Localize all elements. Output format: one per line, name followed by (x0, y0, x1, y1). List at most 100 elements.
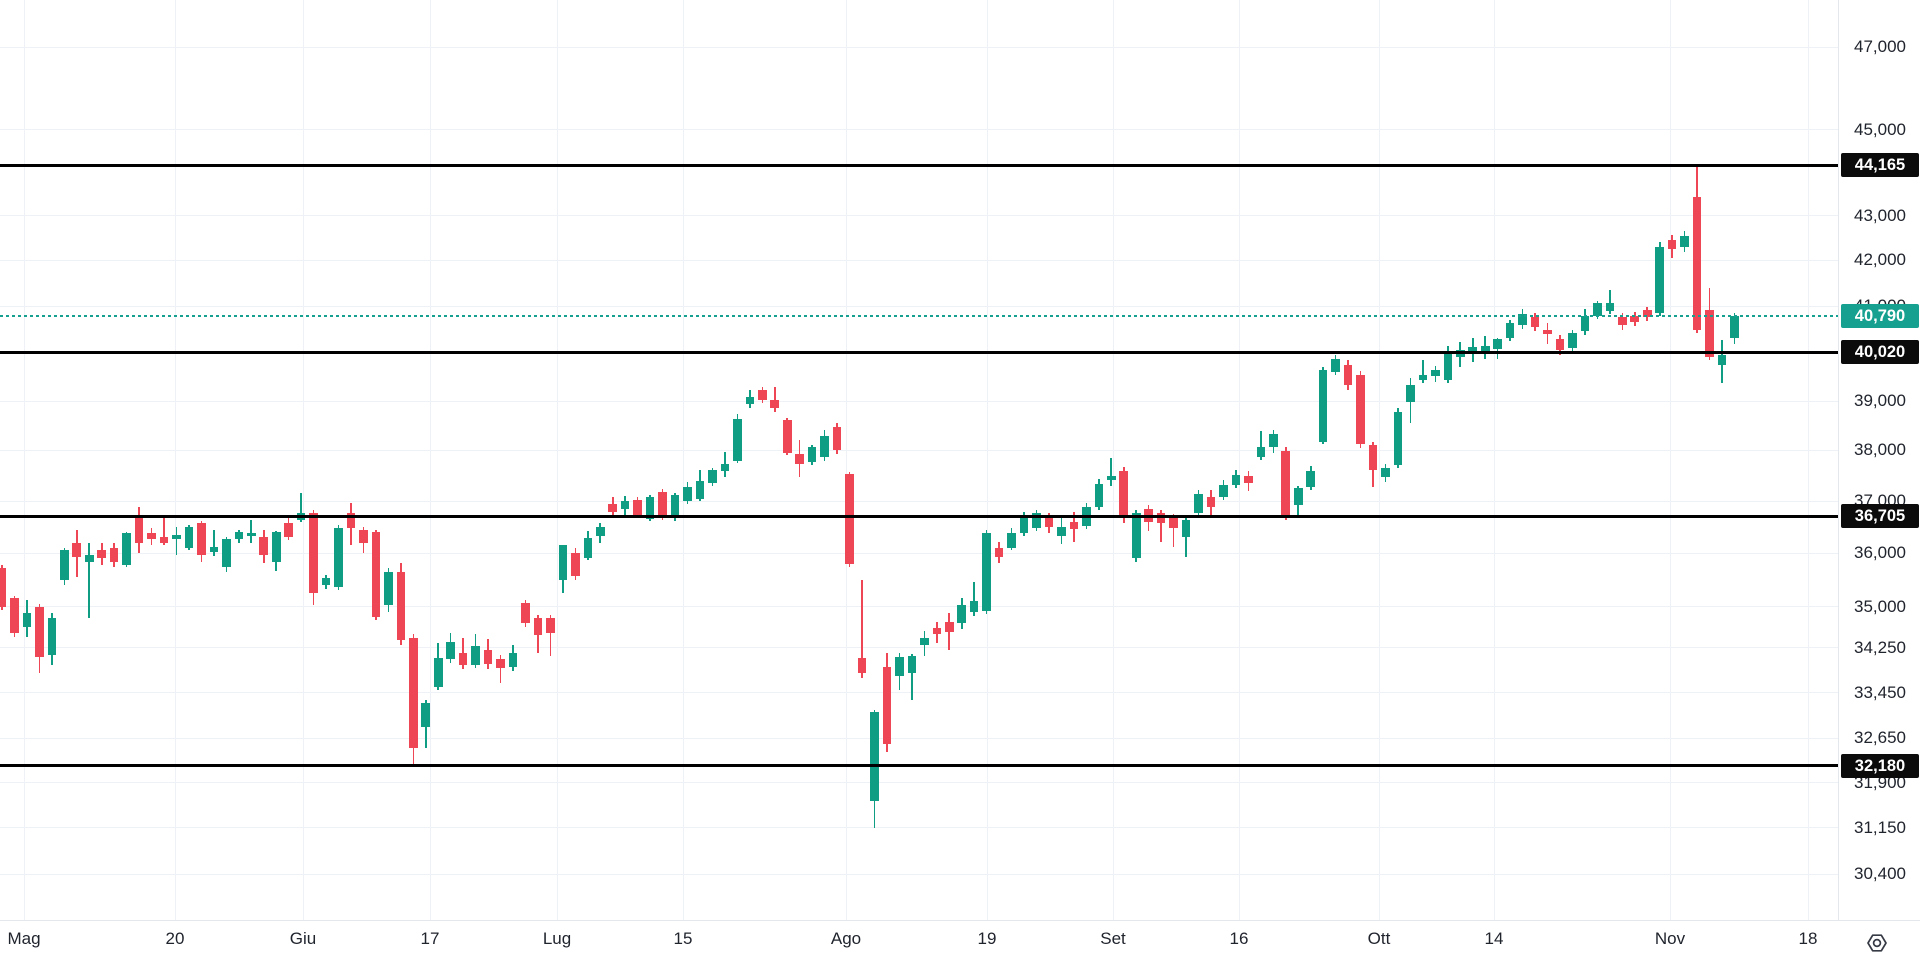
candle (1431, 370, 1440, 376)
x-axis-tick-label: Set (1100, 929, 1126, 948)
grid-line-horizontal (0, 449, 1838, 451)
candle (546, 617, 555, 633)
candle (695, 481, 705, 499)
candle (982, 532, 991, 612)
price-level-line (0, 764, 1838, 768)
candle (359, 530, 368, 544)
candle-wick (1422, 360, 1424, 383)
candle (608, 503, 618, 513)
candle (1393, 412, 1403, 466)
candle (1032, 512, 1041, 528)
candle-wick (948, 613, 951, 651)
candle-wick (1172, 514, 1175, 547)
candle (184, 526, 194, 548)
grid-line-horizontal (0, 215, 1838, 217)
grid-line-horizontal (0, 782, 1838, 784)
candle (1281, 450, 1291, 516)
candle (583, 537, 593, 558)
candle (658, 492, 667, 517)
candle (1244, 475, 1253, 484)
candle (346, 512, 356, 528)
y-axis-tick-label: 33,450 (1854, 682, 1906, 702)
y-axis-tick-label: 32,650 (1854, 728, 1906, 748)
candle-wick (1260, 430, 1262, 461)
candle (209, 546, 219, 552)
candle (882, 667, 892, 745)
candle (483, 649, 493, 664)
grid-line-vertical (1494, 0, 1495, 920)
candle (22, 613, 32, 628)
candle (1156, 512, 1166, 523)
candle-wick (1609, 290, 1611, 314)
candle (807, 447, 817, 462)
candle (595, 526, 605, 536)
candle-wick (973, 582, 975, 617)
grid-line-horizontal (0, 305, 1838, 307)
candle-wick (300, 492, 302, 523)
chart-plot-area[interactable] (0, 0, 1838, 920)
time-axis[interactable]: Mag 20 Giu 17 Lug 15 Ago 19 Set 16 Ott 14 Nov 18 (0, 920, 1920, 970)
candle (97, 549, 106, 558)
candle (433, 657, 443, 687)
candle (521, 602, 530, 623)
grid-line-horizontal (0, 737, 1838, 739)
candle (720, 463, 730, 472)
y-axis-tick-label: 43,000 (1854, 205, 1906, 225)
candle-wick (163, 517, 165, 546)
x-axis-tick-label: 16 (1229, 929, 1249, 948)
candle-wick (499, 654, 502, 683)
grid-line-vertical (1379, 0, 1380, 920)
x-axis-tick-label: Nov (1654, 929, 1686, 948)
grid-line-horizontal (0, 692, 1838, 694)
candle (708, 470, 717, 484)
grid-line-horizontal (0, 647, 1838, 649)
price-level-badge: 36,705 (1841, 504, 1919, 529)
candle (758, 389, 767, 401)
candle (645, 496, 655, 519)
candle (496, 658, 505, 668)
price-level-badge: 40,020 (1841, 340, 1919, 365)
x-axis-tick-label: 18 (1798, 929, 1818, 948)
candle (1518, 313, 1527, 326)
x-axis-tick-label: 14 (1484, 929, 1504, 948)
y-axis-tick-label: 35,000 (1854, 596, 1906, 616)
candle (845, 473, 854, 565)
grid-line-horizontal (0, 606, 1838, 608)
candle (1356, 374, 1365, 445)
grid-line-vertical (24, 0, 25, 920)
candle (857, 658, 867, 673)
x-axis-tick-label: 19 (977, 929, 997, 948)
y-axis-tick-label: 45,000 (1854, 119, 1906, 139)
candle (957, 604, 967, 623)
last-price-line (0, 314, 1838, 318)
candle (1593, 303, 1602, 316)
last-price-badge: 40,790 (1841, 303, 1919, 328)
grid-line-vertical (430, 0, 431, 920)
candle (1505, 322, 1515, 338)
grid-line-vertical (1808, 0, 1809, 920)
y-axis-tick-label: 42,000 (1854, 250, 1906, 270)
candle (770, 400, 780, 408)
candle (1692, 196, 1702, 330)
candle (309, 512, 318, 594)
candle (994, 547, 1004, 558)
candle (907, 655, 917, 674)
candle (1605, 303, 1615, 311)
grid-line-horizontal (0, 46, 1838, 48)
candle (782, 420, 792, 453)
gear-icon[interactable] (1862, 928, 1892, 958)
grid-line-vertical (987, 0, 988, 920)
candle (1094, 484, 1104, 508)
y-axis-tick-label: 47,000 (1854, 37, 1906, 56)
candle (159, 536, 169, 543)
candle (944, 621, 954, 632)
candle (1269, 434, 1278, 448)
candle (1568, 332, 1577, 349)
grid-line-vertical (1239, 0, 1240, 920)
grid-line-horizontal (0, 259, 1838, 261)
candle (271, 532, 281, 563)
x-axis-tick-label: Ott (1367, 929, 1391, 948)
grid-line-vertical (175, 0, 176, 920)
x-axis-tick-label: 17 (420, 929, 440, 948)
price-axis[interactable]: 47,00045,00043,00042,00041,00039,00038,0… (1838, 0, 1920, 920)
